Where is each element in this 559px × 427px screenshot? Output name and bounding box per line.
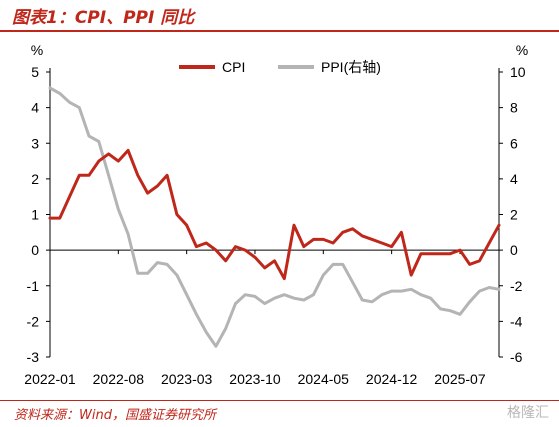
left-tick-label: -2 bbox=[27, 313, 40, 329]
x-tick-label: 2024-05 bbox=[298, 371, 350, 387]
left-tick-label: 5 bbox=[31, 64, 39, 80]
chart-title: 图表1：CPI、PPI 同比 bbox=[12, 8, 195, 28]
right-axis-unit: % bbox=[516, 42, 528, 58]
legend-cpi-label: CPI bbox=[222, 59, 245, 75]
legend: CPI PPI(右轴) bbox=[179, 59, 381, 75]
series-layer bbox=[48, 86, 501, 348]
right-tick-label: 0 bbox=[510, 242, 518, 258]
watermark-logo: 格隆汇 bbox=[507, 405, 549, 421]
right-tick-label: 6 bbox=[510, 135, 518, 151]
x-tick-label: 2024-12 bbox=[366, 371, 418, 387]
footer-divider bbox=[0, 400, 559, 401]
x-tick-label: 2022-08 bbox=[93, 371, 145, 387]
ppi-series-line bbox=[48, 86, 501, 348]
right-tick-label: 4 bbox=[510, 171, 518, 187]
right-tick-label: -4 bbox=[510, 313, 523, 329]
right-tick-label: 2 bbox=[510, 207, 518, 223]
left-tick-label: -1 bbox=[27, 278, 40, 294]
right-tick-label: 10 bbox=[510, 64, 526, 80]
legend-ppi-label: PPI(右轴) bbox=[321, 59, 381, 75]
x-tick-label: 2025-07 bbox=[434, 371, 486, 387]
axes: -3 -2 -1 0 1 2 3 4 5 -6 -4 -2 0 2 4 6 8 10% % 2022-01 2022-0… bbox=[24, 42, 528, 387]
left-tick-label: -3 bbox=[27, 349, 40, 365]
source-note: 资料来源：Wind，国盛证券研究所 bbox=[14, 408, 216, 423]
right-tick-label: -2 bbox=[510, 278, 523, 294]
right-tick-label: -6 bbox=[510, 349, 523, 365]
right-tick-label: 8 bbox=[510, 100, 518, 116]
x-tick-label: 2023-03 bbox=[161, 371, 213, 387]
cpi-series-line bbox=[48, 148, 501, 281]
x-tick-label: 2023-10 bbox=[229, 371, 281, 387]
left-tick-label: 3 bbox=[31, 135, 39, 151]
left-axis-unit: % bbox=[31, 42, 43, 58]
left-tick-label: 2 bbox=[31, 171, 39, 187]
left-tick-label: 0 bbox=[31, 242, 39, 258]
x-tick-label: 2022-01 bbox=[24, 371, 76, 387]
left-tick-label: 4 bbox=[31, 100, 39, 116]
title-divider bbox=[0, 30, 559, 32]
left-tick-label: 1 bbox=[31, 207, 39, 223]
